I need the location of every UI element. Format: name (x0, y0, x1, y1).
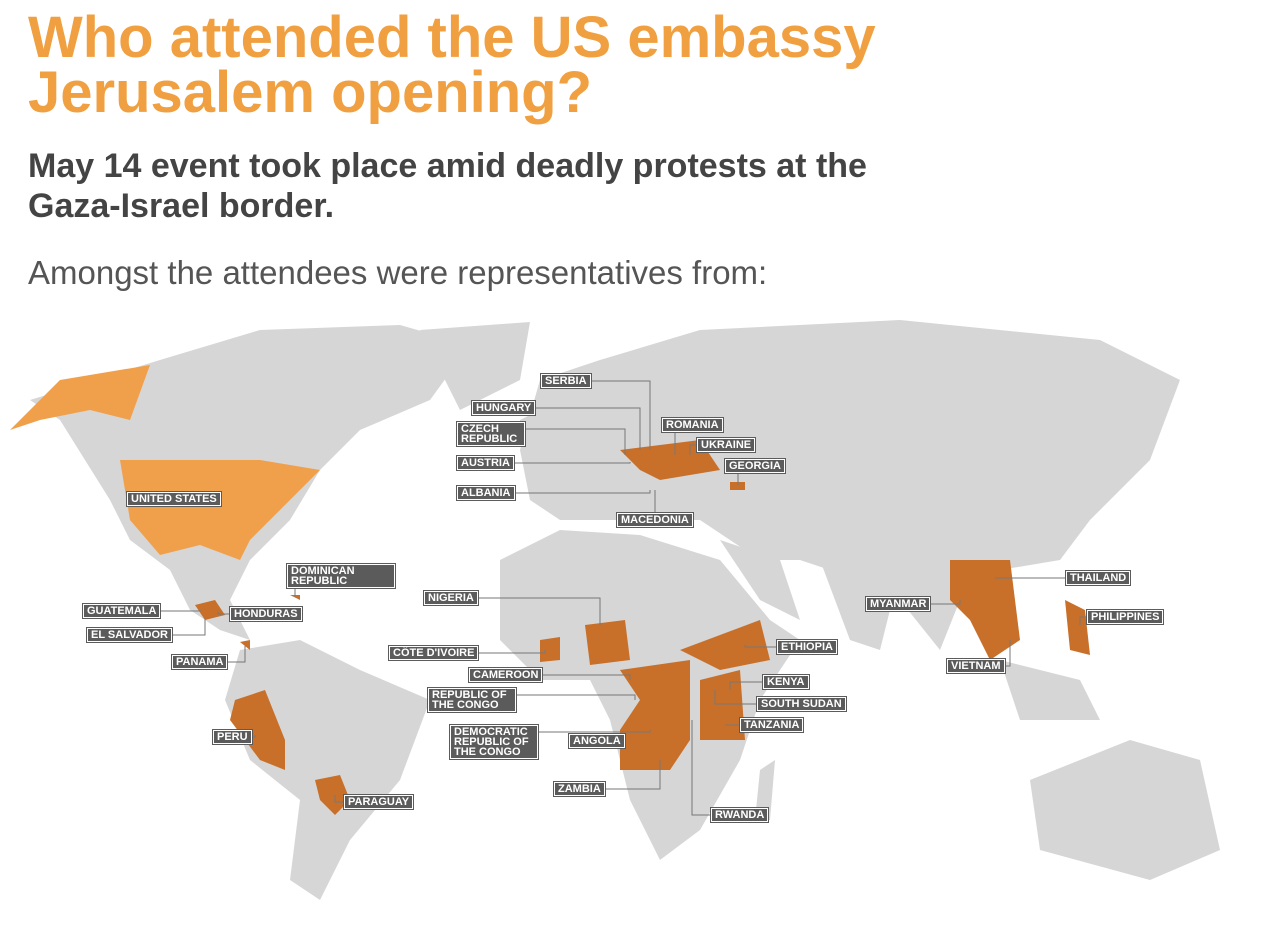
country-label: NIGERIA (423, 590, 479, 606)
leader-line (591, 380, 651, 450)
india (820, 560, 900, 650)
leader-line (478, 650, 546, 654)
country-label: ZAMBIA (553, 781, 606, 797)
south-america (225, 640, 430, 900)
indochina (950, 560, 1020, 660)
title: Who attended the US embassy Jerusalem ope… (28, 5, 876, 125)
leader-line (744, 645, 777, 648)
nigeria (585, 620, 630, 665)
country-label: SERBIA (540, 373, 592, 389)
country-label: UNITED STATES (126, 491, 222, 507)
country-label: SOUTH SUDAN (756, 696, 847, 712)
central-america (195, 600, 225, 620)
leader-line (729, 681, 763, 690)
subtitle: May 14 event took place amid deadly prot… (28, 146, 867, 226)
leader-line (217, 612, 230, 615)
uk (520, 410, 545, 455)
leader-line (172, 618, 206, 636)
subtitle-line: Gaza-Israel border. (28, 187, 335, 225)
country-label: ALBANIA (456, 485, 516, 501)
country-label: RWANDA (709, 807, 770, 823)
country-label: CZECH REPUBLIC (456, 421, 526, 447)
cote-divoire (540, 637, 560, 662)
country-label: CÔTE D'IVOIRE (387, 645, 480, 661)
country-label: MYANMAR (864, 596, 932, 612)
madagascar (755, 760, 775, 820)
leader-line (334, 795, 344, 803)
country-label: REPUBLIC OF THE CONGO (427, 687, 517, 713)
leader-line (478, 597, 601, 625)
east-africa-south (700, 670, 745, 740)
country-label: KENYA (762, 674, 810, 690)
country-label: AUSTRIA (456, 455, 515, 471)
leader-line (535, 407, 641, 450)
title-line: Who attended the US embassy (28, 5, 876, 70)
country-label: ROMANIA (661, 417, 724, 433)
leader-line (160, 610, 201, 612)
alaska (10, 365, 150, 430)
leader-line (542, 674, 631, 680)
country-label: PANAMA (170, 654, 229, 670)
country-label: TANZANIA (738, 717, 805, 733)
country-label: PARAGUAY (342, 794, 415, 810)
attendees (195, 440, 1090, 815)
country-label: DOMINICAN REPUBLIC (286, 563, 396, 589)
country-label: THAILAND (1064, 570, 1132, 586)
paraguay (315, 775, 350, 815)
leader-line (227, 646, 246, 663)
greenland (420, 322, 530, 410)
east-africa-north (680, 620, 770, 670)
philippines (1065, 600, 1090, 655)
leader-line (1005, 640, 1011, 667)
country-label: GEORGIA (724, 458, 786, 474)
dominican (290, 595, 300, 600)
leader-line (689, 444, 697, 455)
leader-line (538, 730, 651, 733)
country-label: GUATEMALA (81, 603, 162, 619)
peru (230, 690, 285, 770)
country-label: PERU (212, 729, 253, 745)
arabia (720, 540, 800, 620)
country-label: PHILIPPINES (1085, 609, 1165, 625)
subtitle-line: May 14 event took place amid deadly prot… (28, 147, 867, 185)
eurasia (520, 320, 1180, 650)
panama (240, 640, 250, 650)
leader-line (691, 720, 711, 816)
georgia (730, 482, 745, 490)
attendees-light (10, 365, 320, 560)
leader-line (930, 600, 961, 605)
leader-line (1079, 616, 1087, 625)
country-label: ETHIOPIA (776, 639, 838, 655)
usa (120, 460, 320, 560)
country-label: HUNGARY (470, 400, 537, 416)
australia (1030, 740, 1220, 880)
central-africa (620, 660, 690, 770)
europe-group (620, 440, 720, 480)
country-label: MACEDONIA (616, 512, 694, 528)
intro: Amongst the attendees were representativ… (28, 254, 768, 291)
country-label: UKRAINE (695, 437, 757, 453)
leader-line (525, 428, 626, 455)
land (30, 320, 1220, 900)
leader-line (252, 735, 256, 738)
country-label: DEMOCRATIC REPUBLIC OF THE CONGO (449, 724, 539, 760)
islands (1000, 660, 1100, 720)
country-label: VIETNAM (946, 658, 1006, 674)
country-label: ANGOLA (568, 733, 626, 749)
title-line: Jerusalem opening? (28, 60, 593, 125)
leader-line (516, 694, 636, 700)
country-label: CAMEROON (467, 667, 544, 683)
leader-line (714, 690, 757, 705)
leader-line (514, 462, 631, 464)
country-label: HONDURAS (229, 606, 303, 622)
leader-line (605, 760, 661, 790)
leader-line (515, 490, 651, 494)
country-label: EL SALVADOR (85, 627, 174, 643)
